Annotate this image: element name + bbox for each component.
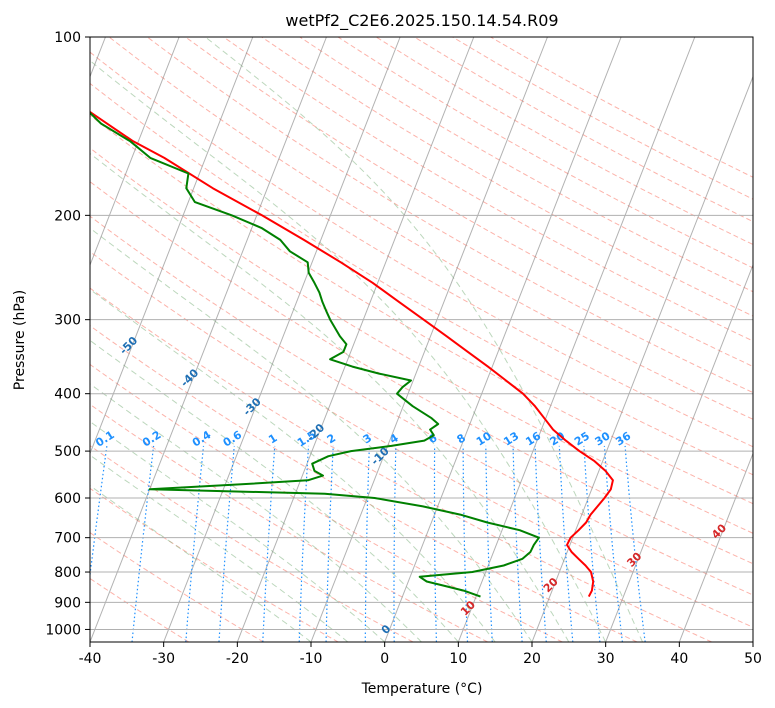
isotherm-line xyxy=(90,37,180,267)
mixing-ratio-line xyxy=(583,445,601,642)
mixing-ratio-line xyxy=(393,445,397,642)
mixing-ratio-line xyxy=(325,445,334,642)
isotherm-line xyxy=(310,37,548,642)
mixing-ratio-line xyxy=(558,445,574,642)
temperature-profile xyxy=(90,110,614,598)
x-axis: -40 -30 -20 -10 0 10 20 30 40 50 xyxy=(79,642,762,667)
dry-adiabat xyxy=(90,51,753,448)
x-tick-label: 0 xyxy=(380,651,389,667)
x-tick-label: 20 xyxy=(523,651,541,667)
x-tick-label: 40 xyxy=(670,651,688,667)
plot-frame xyxy=(89,36,754,643)
y-tick-label: 600 xyxy=(54,491,81,507)
moist-adiabat xyxy=(90,288,496,642)
y-tick-label: 500 xyxy=(54,444,81,460)
y-tick-label: 400 xyxy=(54,387,81,403)
moist-adiabat xyxy=(204,37,643,642)
mixing-ratio-line xyxy=(262,445,276,642)
x-tick-label: -20 xyxy=(226,651,249,667)
mixing-ratio-line xyxy=(512,445,523,642)
moist-adiabat xyxy=(90,152,570,642)
y-tick-label: 300 xyxy=(54,313,81,329)
dry-adiabat xyxy=(261,37,753,317)
isotherm-line xyxy=(605,263,753,642)
y-axis: 100 200 300 400 500 600 700 800 900 1000 xyxy=(45,30,90,638)
moist-adiabat xyxy=(90,227,533,642)
mixing-ratio-line xyxy=(485,445,493,642)
mixing-ratio-line xyxy=(298,445,310,642)
mixing-ratio-line xyxy=(185,445,205,642)
y-tick-label: 1000 xyxy=(45,622,81,638)
mixing-ratio-line xyxy=(131,445,155,642)
mixing-ratio-line xyxy=(364,445,370,642)
mixing-ratio-line xyxy=(624,445,646,642)
y-tick-label: 200 xyxy=(54,208,81,224)
mixing-ratio-line xyxy=(433,445,437,642)
mixing-ratio-line xyxy=(603,445,623,642)
dry-adiabat xyxy=(90,251,753,628)
dry-adiabat xyxy=(90,325,638,642)
y-tick-label: 700 xyxy=(54,531,81,547)
sounding-profiles xyxy=(90,110,614,598)
dry-adiabat xyxy=(108,37,753,420)
x-tick-label: 50 xyxy=(744,651,762,667)
dewpoint-profile xyxy=(90,111,540,598)
mixing-ratio-line xyxy=(218,445,235,642)
moist-adiabat xyxy=(90,383,422,642)
x-tick-label: -10 xyxy=(300,651,323,667)
isotherm-line xyxy=(163,37,401,642)
x-axis-title: Temperature (°C) xyxy=(361,681,483,697)
dry-adiabat xyxy=(90,215,753,596)
isotherm-line xyxy=(457,37,696,642)
dry-adiabat xyxy=(90,403,488,642)
isotherm-line xyxy=(531,75,753,642)
x-tick-label: 10 xyxy=(449,651,467,667)
isotherm-line xyxy=(384,37,622,642)
dry-adiabat xyxy=(90,287,712,642)
mixing-ratio-line xyxy=(534,445,547,642)
x-tick-label: 30 xyxy=(597,651,615,667)
dry-adiabat xyxy=(299,37,753,293)
dry-adiabat xyxy=(90,82,753,476)
mixing-ratio-line xyxy=(90,445,108,580)
x-tick-label: -30 xyxy=(152,651,175,667)
y-tick-label: 900 xyxy=(54,595,81,611)
background-lines xyxy=(90,37,753,642)
y-tick-label: 100 xyxy=(54,30,81,46)
y-tick-label: 800 xyxy=(54,565,81,581)
chart-title: wetPf2_C2E6.2025.150.14.54.R09 xyxy=(285,11,558,31)
isotherm-line xyxy=(90,37,254,455)
dry-adiabat xyxy=(90,147,753,534)
isotherm-line xyxy=(678,452,753,642)
dry-adiabat xyxy=(90,532,264,642)
x-tick-label: -40 xyxy=(79,651,102,667)
isotherm-line xyxy=(90,37,327,642)
dry-adiabat xyxy=(90,487,339,642)
isotherm-line xyxy=(236,37,475,642)
y-axis-title: Pressure (hPa) xyxy=(12,290,28,390)
mixing-ratio-line xyxy=(462,445,469,642)
moist-adiabat xyxy=(90,454,349,642)
